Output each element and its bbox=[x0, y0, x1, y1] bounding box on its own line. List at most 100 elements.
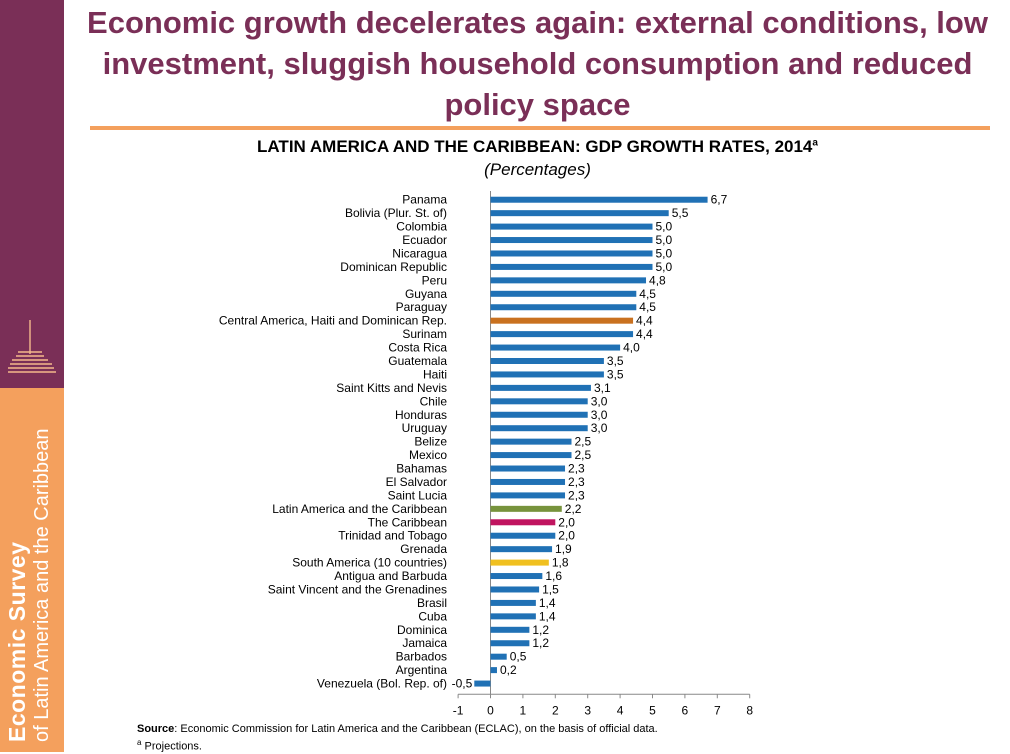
bar bbox=[490, 478, 566, 485]
bar bbox=[490, 640, 530, 647]
bar bbox=[490, 573, 543, 580]
x-tick-label: 0 bbox=[487, 703, 494, 717]
value-label: 3,5 bbox=[607, 367, 624, 381]
bar bbox=[474, 680, 491, 687]
value-label: 4,4 bbox=[636, 314, 653, 328]
chart-subtitle: (Percentages) bbox=[484, 160, 591, 179]
category-label: Panama bbox=[402, 193, 447, 207]
category-label: Paraguay bbox=[396, 300, 447, 314]
sidebar-top-panel bbox=[0, 0, 64, 388]
bar bbox=[490, 317, 634, 324]
bar bbox=[490, 667, 497, 674]
value-label: 5,0 bbox=[656, 260, 673, 274]
value-label: 3,0 bbox=[591, 421, 608, 435]
category-label: Surinam bbox=[402, 327, 447, 341]
source-text: : Economic Commission for Latin America … bbox=[174, 723, 658, 735]
x-tick-label: 8 bbox=[746, 703, 753, 717]
value-label: 2,0 bbox=[558, 529, 575, 543]
category-label: Belize bbox=[414, 435, 447, 449]
category-label: El Salvador bbox=[386, 475, 447, 489]
category-label: Brasil bbox=[417, 596, 447, 610]
category-label: Venezuela (Bol. Rep. of) bbox=[317, 677, 447, 691]
value-label: 2,3 bbox=[568, 488, 585, 502]
bar bbox=[490, 532, 556, 539]
bar bbox=[490, 559, 549, 566]
value-label: 2,2 bbox=[565, 502, 582, 516]
category-label: Colombia bbox=[396, 220, 447, 234]
bar bbox=[490, 210, 669, 217]
value-label: 1,4 bbox=[539, 609, 556, 623]
category-label: Guatemala bbox=[388, 354, 447, 368]
bar bbox=[490, 304, 637, 311]
category-label: Nicaragua bbox=[392, 246, 447, 260]
value-label: 2,3 bbox=[568, 462, 585, 476]
category-label: Haiti bbox=[423, 367, 447, 381]
bar bbox=[490, 223, 653, 230]
category-label: Cuba bbox=[418, 609, 447, 623]
category-label: Jamaica bbox=[402, 636, 447, 650]
value-label: 6,7 bbox=[711, 193, 728, 207]
category-label: Guyana bbox=[405, 287, 447, 301]
bar bbox=[490, 371, 604, 378]
category-label: Central America, Haiti and Dominican Rep… bbox=[219, 314, 447, 328]
bar bbox=[490, 519, 556, 526]
bar bbox=[490, 599, 536, 606]
value-label: 5,5 bbox=[672, 206, 689, 220]
value-label: 4,0 bbox=[623, 341, 640, 355]
bar bbox=[490, 546, 553, 553]
value-label: 3,0 bbox=[591, 408, 608, 422]
source-label: Source bbox=[137, 723, 175, 735]
bar bbox=[490, 263, 653, 270]
category-label: Costa Rica bbox=[388, 341, 447, 355]
x-tick-label: 4 bbox=[617, 703, 624, 717]
value-label: 1,8 bbox=[552, 556, 569, 570]
category-label: Honduras bbox=[395, 408, 447, 422]
category-label: Peru bbox=[422, 273, 447, 287]
footnote-text: Projections. bbox=[141, 740, 202, 753]
value-label: 1,2 bbox=[532, 636, 549, 650]
bar bbox=[490, 626, 530, 633]
value-label: 5,0 bbox=[656, 233, 673, 247]
bar bbox=[490, 277, 647, 284]
bar bbox=[490, 384, 591, 391]
category-label: Grenada bbox=[400, 542, 447, 556]
bar bbox=[490, 653, 507, 660]
bar bbox=[490, 586, 540, 593]
bar bbox=[490, 411, 588, 418]
value-label: 0,2 bbox=[500, 663, 517, 677]
value-label: 1,9 bbox=[555, 542, 572, 556]
bar bbox=[490, 465, 566, 472]
x-tick-label: 1 bbox=[520, 703, 527, 717]
x-tick-label: 6 bbox=[682, 703, 689, 717]
bar bbox=[490, 398, 588, 405]
category-label: Barbados bbox=[396, 650, 447, 664]
bar bbox=[490, 425, 588, 432]
category-label: Mexico bbox=[409, 448, 447, 462]
value-label: 4,8 bbox=[649, 273, 666, 287]
chart-title: LATIN AMERICA AND THE CARIBBEAN: GDP GRO… bbox=[70, 137, 1005, 157]
category-label: Antigua and Barbuda bbox=[334, 569, 447, 583]
value-label: 1,2 bbox=[532, 623, 549, 637]
value-label: 0,5 bbox=[510, 650, 527, 664]
category-label: Bolivia (Plur. St. of) bbox=[345, 206, 447, 220]
source-line: Source: Economic Commission for Latin Am… bbox=[137, 723, 658, 736]
value-label: 1,6 bbox=[545, 569, 562, 583]
value-label: 4,5 bbox=[639, 287, 656, 301]
category-label: Uruguay bbox=[402, 421, 447, 435]
bar bbox=[490, 452, 572, 459]
footnote-line: a Projections. bbox=[137, 736, 658, 754]
bar bbox=[490, 358, 604, 364]
bar bbox=[490, 344, 621, 351]
chart-title-text: LATIN AMERICA AND THE CARIBBEAN: GDP GRO… bbox=[257, 137, 813, 156]
chart-title-footnote-mark: a bbox=[812, 137, 818, 149]
category-label: Bahamas bbox=[396, 462, 447, 476]
sidebar-bottom-panel bbox=[0, 388, 64, 752]
value-label: 2,0 bbox=[558, 515, 575, 529]
footnote-mark: a bbox=[137, 738, 142, 747]
value-label: 3,0 bbox=[591, 394, 608, 408]
bar bbox=[490, 331, 634, 338]
value-label: 2,3 bbox=[568, 475, 585, 489]
x-tick-label: 5 bbox=[649, 703, 656, 717]
value-label: 5,0 bbox=[656, 246, 673, 260]
